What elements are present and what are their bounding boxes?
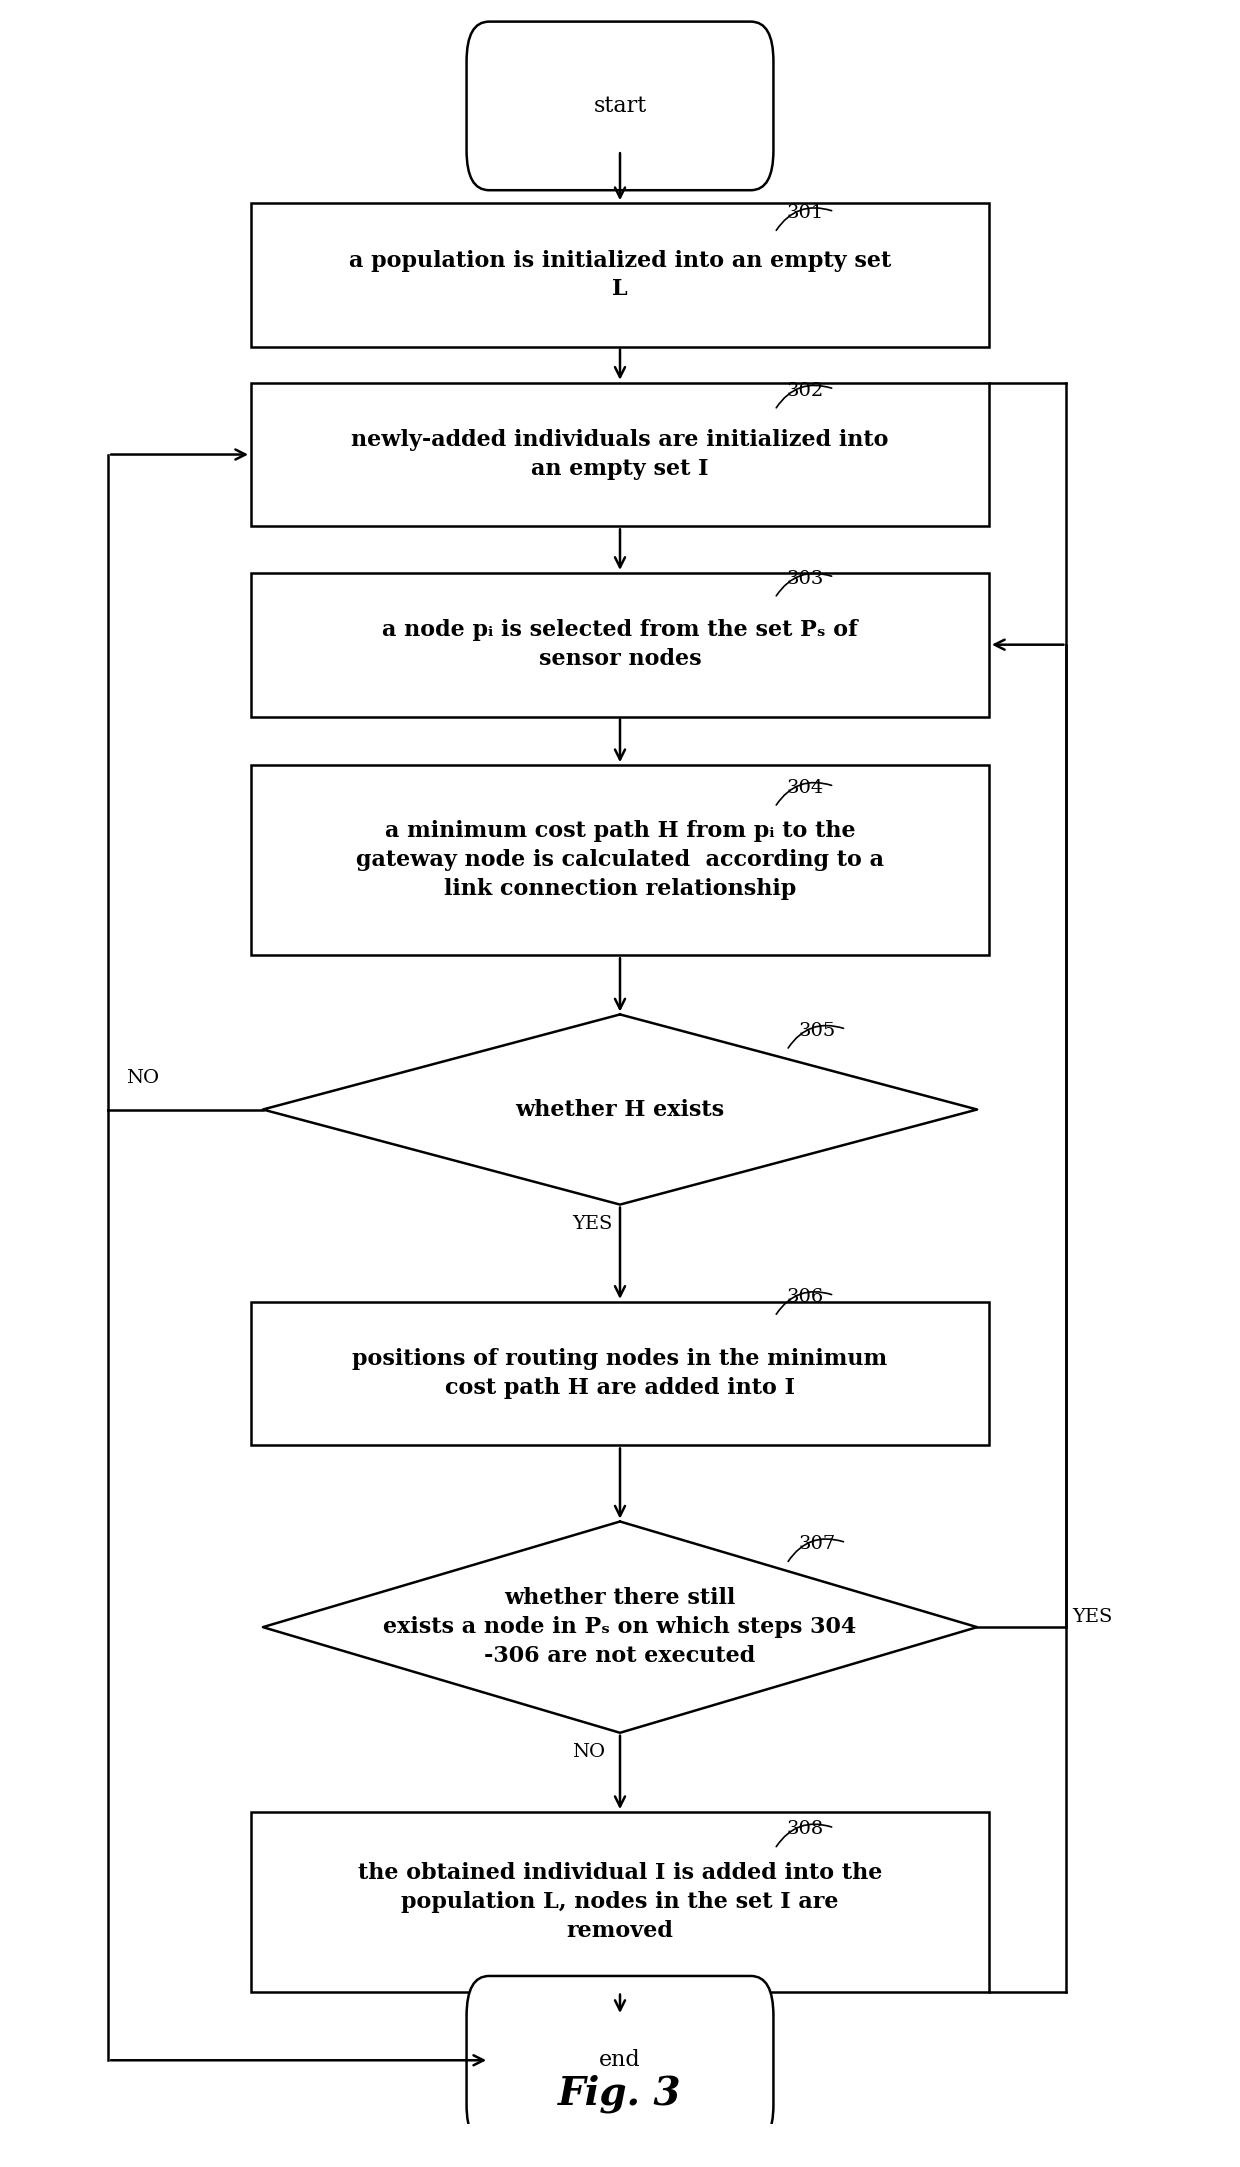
Text: the obtained individual I is added into the
population L, nodes in the set I are: the obtained individual I is added into … [358, 1861, 882, 1942]
Text: start: start [594, 95, 646, 117]
Text: 303: 303 [786, 570, 825, 587]
Text: NO: NO [573, 1742, 605, 1762]
Text: whether H exists: whether H exists [516, 1099, 724, 1120]
Text: 307: 307 [799, 1534, 836, 1554]
Text: Fig. 3: Fig. 3 [558, 2074, 682, 2113]
FancyBboxPatch shape [466, 1976, 774, 2145]
Text: YES: YES [573, 1216, 613, 1233]
Bar [250, 765, 990, 956]
Bar [250, 1302, 990, 1445]
Bar [250, 204, 990, 347]
Text: 302: 302 [786, 381, 823, 399]
Text: 301: 301 [786, 204, 823, 223]
Text: whether there still
exists a node in Pₛ on which steps 304
-306 are not executed: whether there still exists a node in Pₛ … [383, 1588, 857, 1666]
Text: a node pᵢ is selected from the set Pₛ of
sensor nodes: a node pᵢ is selected from the set Pₛ of… [382, 620, 858, 670]
Text: 308: 308 [786, 1820, 823, 1838]
Text: 304: 304 [786, 778, 823, 797]
Text: a population is initialized into an empty set
L: a population is initialized into an empt… [348, 249, 892, 301]
Text: 305: 305 [799, 1023, 836, 1040]
Text: NO: NO [126, 1068, 159, 1088]
Text: 306: 306 [786, 1287, 823, 1307]
FancyBboxPatch shape [466, 22, 774, 191]
Bar [250, 384, 990, 527]
Bar [250, 572, 990, 717]
Bar [250, 1812, 990, 1991]
Text: YES: YES [1073, 1608, 1112, 1625]
Text: newly-added individuals are initialized into
an empty set I: newly-added individuals are initialized … [351, 429, 889, 479]
Text: end: end [599, 2050, 641, 2072]
Text: positions of routing nodes in the minimum
cost path H are added into I: positions of routing nodes in the minimu… [352, 1348, 888, 1400]
Text: a minimum cost path H from pᵢ to the
gateway node is calculated  according to a
: a minimum cost path H from pᵢ to the gat… [356, 821, 884, 899]
